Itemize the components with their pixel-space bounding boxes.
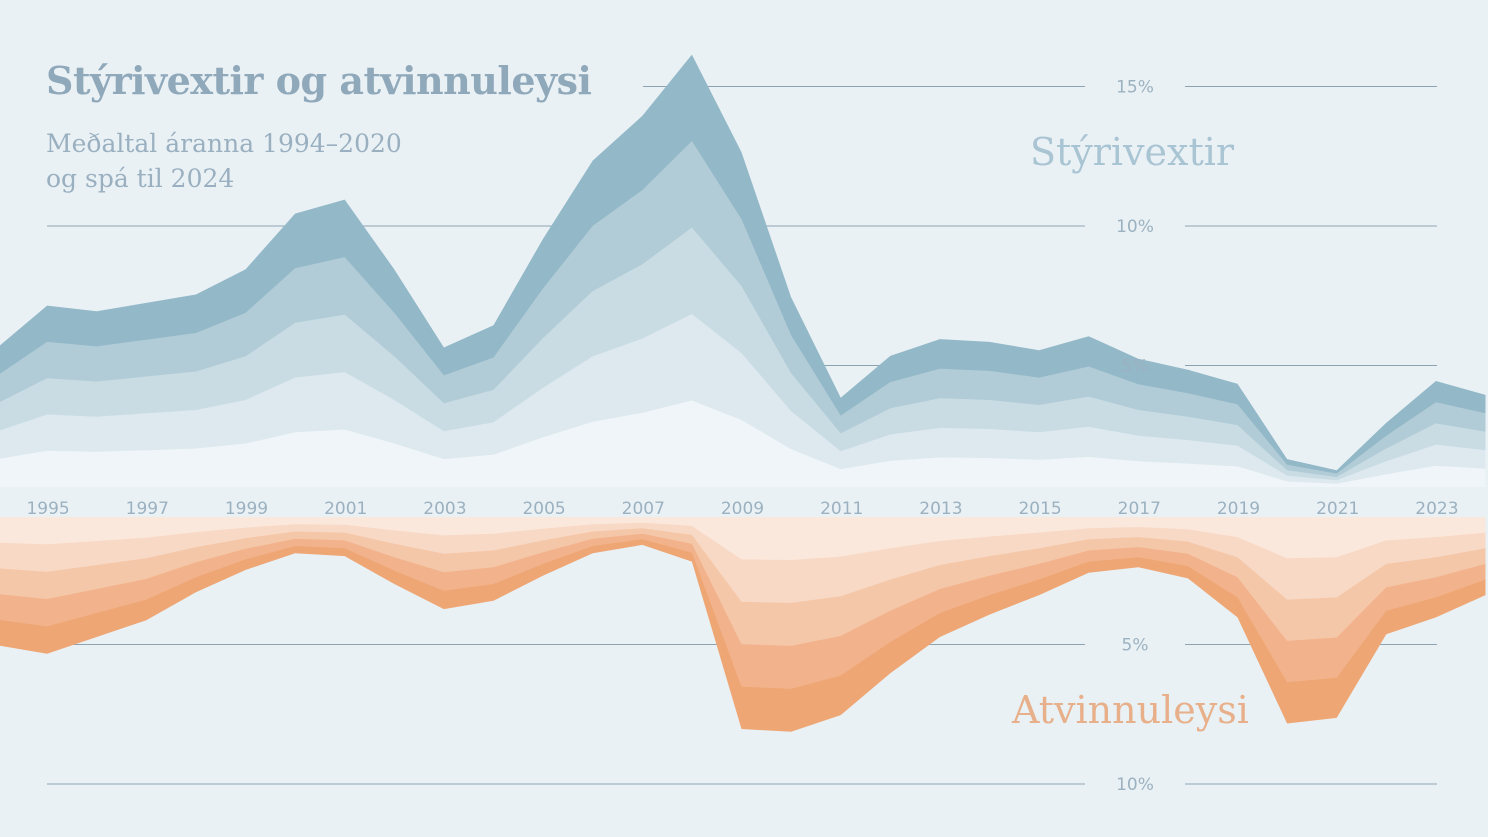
subtitle-line-1: Meðaltal áranna 1994–2020 bbox=[46, 129, 402, 158]
year-label-2015: 2015 bbox=[1018, 499, 1061, 519]
year-label-2001: 2001 bbox=[324, 499, 367, 519]
axis-tick-labels: 5% 10% 15% 5% 10% bbox=[1116, 78, 1154, 796]
year-label-1999: 1999 bbox=[225, 499, 268, 519]
year-labels: 1995 1997 1999 2001 2003 2005 2007 2009 2011 2013… bbox=[26, 499, 1458, 519]
year-label-2017: 2017 bbox=[1118, 499, 1161, 519]
year-label-2011: 2011 bbox=[820, 499, 863, 519]
tick-label-bottom-0: 5% bbox=[1122, 636, 1149, 656]
tick-label-top-2: 15% bbox=[1116, 78, 1154, 98]
atvinnuleysi-band-1 bbox=[0, 517, 1486, 560]
year-label-2005: 2005 bbox=[522, 499, 565, 519]
year-label-2003: 2003 bbox=[423, 499, 466, 519]
year-label-2007: 2007 bbox=[622, 499, 665, 519]
atvinnuleysi-band-2 bbox=[0, 517, 1486, 603]
year-label-2013: 2013 bbox=[919, 499, 962, 519]
year-label-1995: 1995 bbox=[26, 499, 69, 519]
subtitle-line-2: og spá til 2024 bbox=[46, 164, 235, 193]
chart-subtitle: Meðaltal áranna 1994–2020 og spá til 202… bbox=[46, 126, 402, 196]
chart-title: Stýrivextir og atvinnuleysi bbox=[46, 58, 592, 103]
tick-label-top-1: 10% bbox=[1116, 217, 1154, 237]
atvinnuleysi-area bbox=[0, 517, 1486, 732]
year-label-2009: 2009 bbox=[721, 499, 764, 519]
year-label-2019: 2019 bbox=[1217, 499, 1260, 519]
series-label-styrivextir: Stýrivextir bbox=[1030, 130, 1235, 174]
styrivextir-area bbox=[0, 54, 1486, 487]
year-label-2023: 2023 bbox=[1415, 499, 1458, 519]
tick-label-top-0: 5% bbox=[1122, 357, 1149, 377]
series-label-atvinnuleysi: Atvinnuleysi bbox=[1012, 688, 1249, 732]
year-label-1997: 1997 bbox=[126, 499, 169, 519]
tick-label-bottom-1: 10% bbox=[1116, 775, 1154, 795]
year-label-2021: 2021 bbox=[1316, 499, 1359, 519]
styrivextir-band-1 bbox=[0, 400, 1486, 487]
